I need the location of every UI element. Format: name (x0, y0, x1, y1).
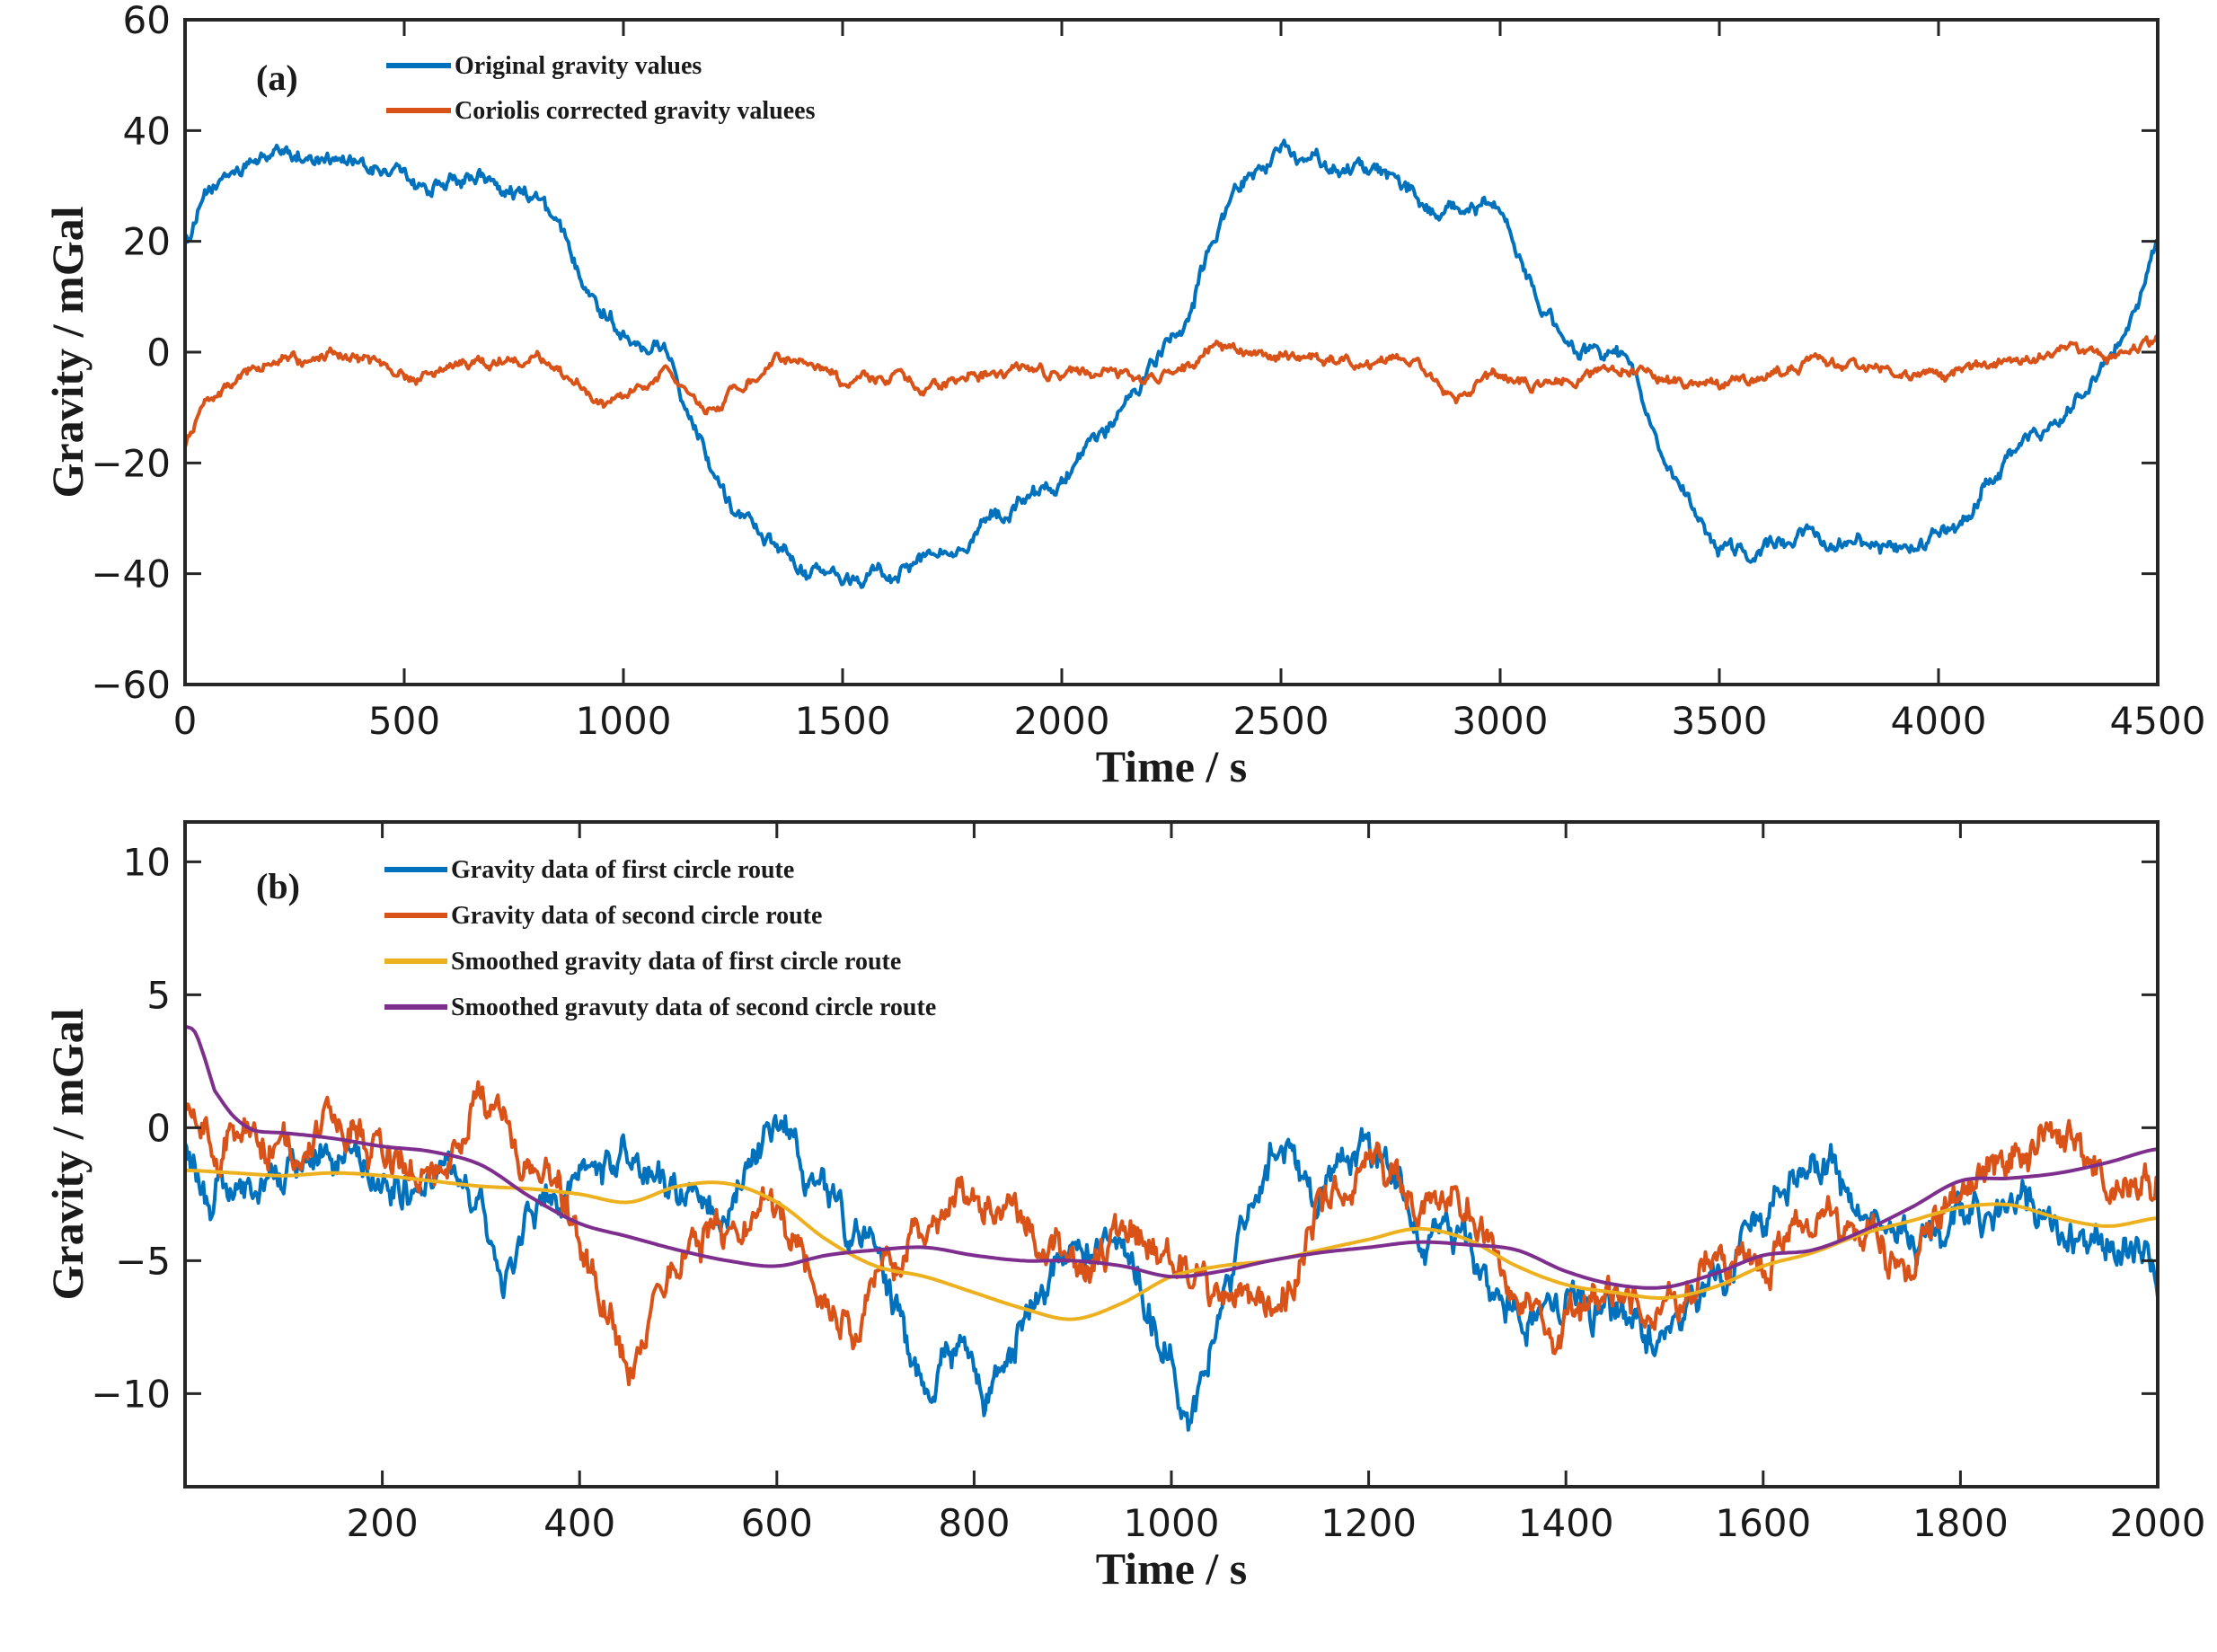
x-tick-label: 3500 (1672, 699, 1768, 743)
legend-label: Smoothed gravity data of first circle ro… (451, 948, 901, 976)
x-tick-label: 1400 (1518, 1501, 1614, 1545)
x-tick-label: 2000 (2110, 1501, 2206, 1545)
series-group (185, 1024, 2158, 1432)
x-tick-label: 1800 (1912, 1501, 2009, 1545)
y-tick-label: 20 (123, 220, 171, 264)
x-tick-label: 600 (741, 1501, 813, 1545)
x-tick-label: 800 (938, 1501, 1010, 1545)
x-axis-title: Time / s (1096, 741, 1248, 791)
y-tick-label: 40 (123, 109, 171, 153)
series-line-b-2 (185, 1080, 2158, 1387)
x-tick-label: 0 (173, 699, 198, 743)
x-tick-label: 1600 (1715, 1501, 1811, 1545)
x-tick-label: 3000 (1453, 699, 1549, 743)
x-tick-label: 1000 (576, 699, 672, 743)
y-tick-label: −60 (91, 663, 171, 707)
series-line-b-1 (185, 1114, 2158, 1432)
x-tick-label: 2500 (1233, 699, 1329, 743)
legend-label: Gravity data of first circle route (451, 856, 794, 884)
y-axis-title: Gravity / mGal (42, 1008, 93, 1300)
x-tick-label: 4000 (1891, 699, 1987, 743)
legend-label: Original gravity values (455, 52, 702, 80)
y-tick-label: −20 (91, 441, 171, 485)
y-tick-label: 0 (146, 331, 171, 375)
y-tick-label: −5 (115, 1239, 171, 1283)
legend: Gravity data of first circle route Gravit… (384, 856, 936, 1021)
panel-label: (b) (256, 866, 300, 906)
x-tick-label: 2000 (1014, 699, 1110, 743)
panel-b: 200 400 600 800 1000 1200 1400 1600 1800 2000 −10 −… (42, 820, 2206, 1594)
y-tick-label: 60 (123, 0, 171, 42)
legend: Original gravity values Coriolis correcte… (386, 52, 816, 125)
legend-label: Coriolis corrected gravity valuees (455, 97, 816, 125)
y-axis-title: Gravity / mGal (42, 206, 93, 498)
panel-a: 0 500 1000 1500 2000 2500 3000 3500 4000 4500 −60 −… (42, 0, 2205, 791)
legend-label: Gravity data of second circle route (451, 902, 822, 930)
y-tick-label: −40 (91, 552, 171, 596)
x-tick-label: 1200 (1320, 1501, 1417, 1545)
legend-label: Smoothed gravuty data of second circle r… (451, 994, 936, 1021)
x-tick-label: 200 (347, 1501, 419, 1545)
x-axis-title: Time / s (1096, 1543, 1248, 1594)
x-tick-label: 4500 (2110, 699, 2206, 743)
series-line-a-2 (185, 333, 2158, 448)
series-group (185, 138, 2158, 589)
y-tick-label: 10 (123, 840, 171, 884)
series-line-a-1 (185, 138, 2158, 589)
x-tick-label: 1000 (1124, 1501, 1220, 1545)
x-tick-label: 1500 (795, 699, 891, 743)
x-tick-label: 500 (368, 699, 440, 743)
series-line-b-4 (185, 1024, 2158, 1290)
y-tick-label: 0 (146, 1106, 171, 1150)
x-tick-label: 400 (543, 1501, 615, 1545)
y-tick-label: 5 (146, 973, 171, 1017)
panel-label: (a) (256, 57, 298, 98)
y-tick-label: −10 (91, 1372, 171, 1416)
